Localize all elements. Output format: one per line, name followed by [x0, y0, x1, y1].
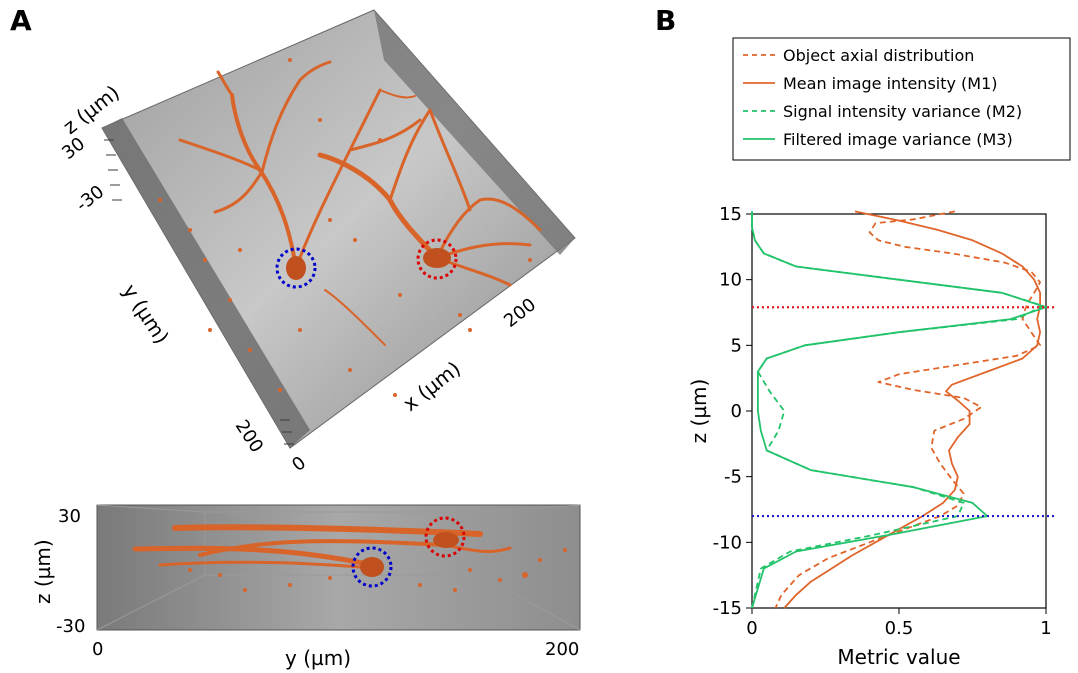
y-tick-label: -5 — [724, 467, 742, 488]
y-axis-label: z (µm) — [687, 379, 711, 444]
side-y-tick-0: 0 — [92, 639, 103, 660]
puncta-top — [158, 58, 532, 397]
top-y-tick-200: 200 — [231, 416, 267, 456]
blue-marker-circle-side — [351, 546, 393, 588]
top-y-axis-label: y (µm) — [118, 280, 174, 348]
soma-top — [286, 248, 451, 280]
box-right-wall — [374, 10, 575, 255]
soma-side — [360, 532, 459, 577]
side-view-box — [96, 504, 581, 631]
top-x-tick-0: 0 — [288, 452, 310, 476]
legend-label-4: Filtered image variance (M3) — [783, 130, 1013, 149]
x-tick-label: 0.5 — [885, 618, 914, 639]
legend-label-3: Signal intensity variance (M2) — [783, 102, 1022, 121]
legend-label-2: Mean image intensity (M1) — [783, 74, 998, 93]
y-tick-label: 0 — [731, 401, 742, 422]
y-tick-label: -15 — [713, 598, 742, 619]
soma-side-red — [433, 532, 459, 548]
side-z-tick-minus30: -30 — [56, 616, 85, 637]
neurite — [324, 289, 386, 346]
neurite — [348, 118, 422, 152]
neurite — [435, 197, 542, 260]
y-tick-label: 15 — [719, 204, 742, 225]
neurite — [198, 539, 447, 557]
y-tick-label: -10 — [713, 532, 742, 553]
box-left-wall — [102, 118, 310, 448]
neuron-traces-side — [132, 524, 512, 570]
neurite — [388, 108, 432, 202]
series-line-1 — [774, 210, 1041, 609]
top-z-tick-minus30: -30 — [72, 181, 108, 216]
top-x-tick-200: 200 — [500, 294, 540, 332]
neurite — [216, 70, 234, 97]
neurite — [132, 545, 375, 568]
legend-label-1: Object axial distribution — [783, 46, 974, 65]
panel-letter-b: B — [655, 4, 676, 37]
red-marker-circle-side — [424, 516, 466, 558]
volume-side-view: 30 -30 z (µm) 0 200 y (µm) — [31, 504, 581, 670]
x-axis-label: Metric value — [837, 645, 960, 669]
neurite — [260, 78, 302, 174]
neurite — [178, 138, 262, 172]
side-y-tick-200: 200 — [545, 639, 579, 660]
y-tick-label: 10 — [719, 270, 742, 291]
soma-blue-marked — [286, 256, 306, 280]
box-tick-marks — [104, 139, 294, 445]
neurite — [172, 524, 483, 537]
legend-box — [732, 37, 1071, 161]
x-tick-label: 0 — [746, 618, 757, 639]
neurite — [298, 60, 332, 82]
side-y-axis-label: y (µm) — [285, 646, 351, 670]
plot-frame — [751, 213, 1047, 609]
soma-red-marked — [423, 248, 451, 268]
side-z-axis-label: z (µm) — [31, 539, 55, 604]
neurite — [213, 170, 264, 214]
neurite — [158, 560, 374, 570]
legend-entries: Object axial distribution Mean image inte… — [743, 46, 1022, 149]
neurite — [428, 108, 472, 212]
side-z-tick-30: 30 — [58, 506, 81, 527]
neurite — [379, 89, 416, 99]
series-line-3 — [751, 211, 1044, 609]
panel-letter-a: A — [10, 4, 32, 37]
blue-marker-circle-top — [275, 247, 317, 289]
chart-legend: Object axial distribution Mean image inte… — [732, 37, 1071, 161]
puncta-side — [188, 548, 567, 592]
soma-side-blue — [360, 557, 384, 577]
y-tick-label: 5 — [731, 335, 742, 356]
series-line-2 — [783, 210, 1041, 609]
volume-top-view: z (µm) 30 -30 y (µm) 200 x (µm) 0 200 — [58, 9, 576, 476]
series-line-4 — [751, 211, 1047, 609]
x-tick-label: 1 — [1040, 618, 1051, 639]
red-marker-circle-top — [416, 238, 458, 280]
top-x-axis-label: x (µm) — [398, 356, 465, 416]
neuron-traces-top — [178, 60, 542, 346]
neurite — [294, 88, 382, 270]
top-z-tick-30: 30 — [58, 133, 89, 164]
